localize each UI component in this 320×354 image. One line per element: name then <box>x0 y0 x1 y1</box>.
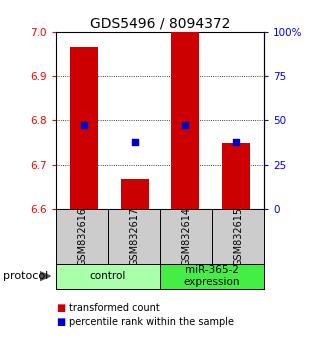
Text: ■: ■ <box>56 317 65 327</box>
Text: protocol: protocol <box>3 271 48 281</box>
Text: ■: ■ <box>56 303 65 313</box>
Bar <box>172 32 199 209</box>
Text: transformed count: transformed count <box>69 303 160 313</box>
Polygon shape <box>40 272 50 281</box>
Point <box>234 140 239 145</box>
Point <box>132 140 137 145</box>
Bar <box>121 179 148 209</box>
Text: GSM832615: GSM832615 <box>233 207 243 266</box>
Text: GSM832616: GSM832616 <box>77 207 87 266</box>
Bar <box>70 47 98 209</box>
Text: control: control <box>90 271 126 281</box>
Text: GSM832614: GSM832614 <box>181 207 191 266</box>
Bar <box>222 143 250 209</box>
Text: GSM832617: GSM832617 <box>129 207 139 266</box>
Text: miR-365-2
expression: miR-365-2 expression <box>184 265 240 287</box>
Point <box>81 122 86 128</box>
Text: percentile rank within the sample: percentile rank within the sample <box>69 317 234 327</box>
Point <box>183 122 188 128</box>
Title: GDS5496 / 8094372: GDS5496 / 8094372 <box>90 17 230 31</box>
